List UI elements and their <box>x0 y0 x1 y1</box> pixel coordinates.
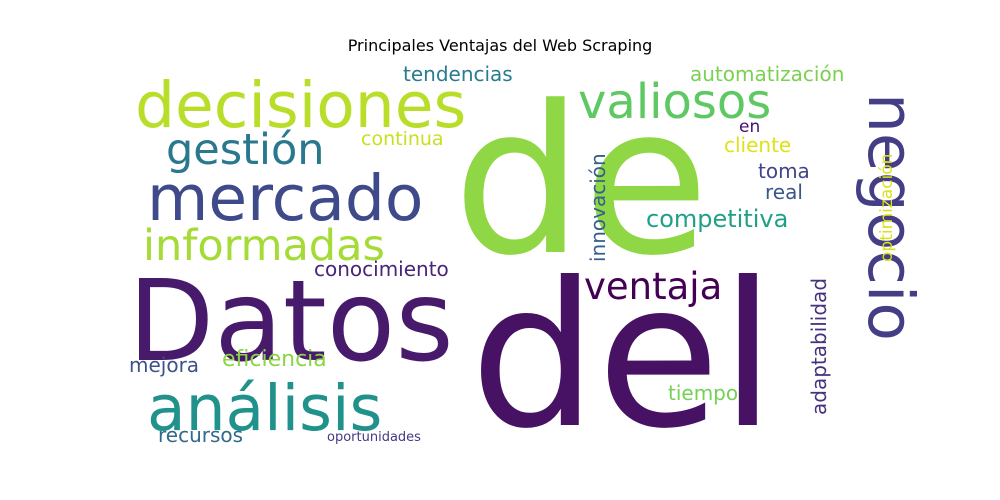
word-oportunidades: oportunidades <box>327 430 421 445</box>
word-automatizacion: automatización <box>690 62 844 86</box>
word-tiempo: tiempo <box>668 381 738 405</box>
word-decisiones: decisiones <box>135 69 466 142</box>
word-ventaja: ventaja <box>584 265 722 308</box>
word-competitiva: competitiva <box>646 205 788 233</box>
word-mercado: mercado <box>147 162 423 235</box>
word-negocio: negocio <box>854 93 927 341</box>
word-toma: toma <box>758 159 810 183</box>
word-en: en <box>739 117 760 137</box>
word-mejora: mejora <box>129 353 199 377</box>
word-recursos: recursos <box>158 423 243 447</box>
word-del: del <box>470 240 776 473</box>
word-datos: Datos <box>128 257 454 387</box>
word-valiosos: valiosos <box>578 74 771 130</box>
word-optimizacion: optimización <box>877 154 897 262</box>
word-real: real <box>765 180 803 204</box>
word-conocimiento: conocimiento <box>314 257 449 281</box>
word-cliente: cliente <box>724 133 791 157</box>
word-gestion: gestión <box>166 125 325 175</box>
word-analisis: análisis <box>147 372 382 445</box>
word-eficiencia: eficiencia <box>222 347 327 372</box>
word-de: de <box>453 63 709 301</box>
word-adaptabilidad: adaptabilidad <box>807 278 831 415</box>
word-informadas: informadas <box>143 221 385 271</box>
word-continua: continua <box>361 128 444 150</box>
chart-title: Principales Ventajas del Web Scraping <box>347 36 653 55</box>
word-tendencias: tendencias <box>403 62 513 86</box>
word-innovacion: innovación <box>586 153 610 262</box>
